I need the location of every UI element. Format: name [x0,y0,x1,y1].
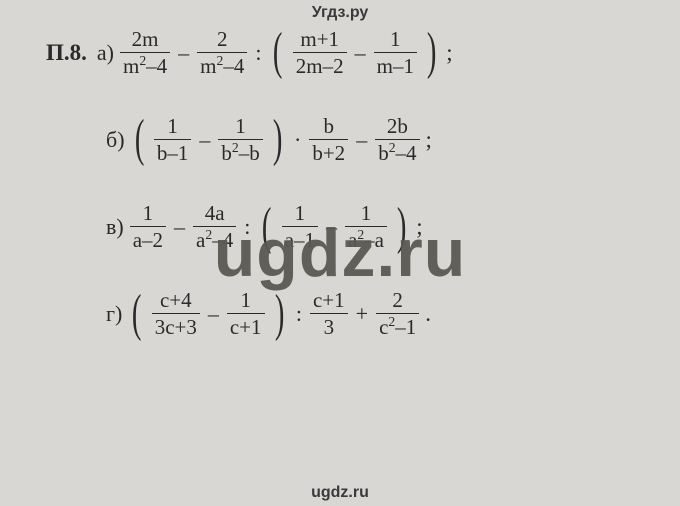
numerator: 1 [232,115,249,137]
page-content: П.8. а) 2m m2–4 – 2 m2–4 : ( m+1 [0,0,680,506]
fraction-bar [218,139,262,140]
fraction: 2 m2–4 [197,28,247,77]
problem-row-g: г) ( c+4 3c+3 – 1 c+1 ) : c+1 [46,289,634,338]
operator: – [172,216,187,238]
terminator: ; [416,215,422,238]
denominator: 3c+3 [152,316,200,338]
denominator: a–2 [130,229,166,251]
numerator: c+1 [310,289,348,311]
fraction-bar [282,226,318,227]
problem-number: П.8. [46,41,87,64]
fraction: m+1 2m–2 [293,28,347,77]
left-paren-icon: ( [132,296,142,332]
expression-v: 1 a–2 – 4a a2–4 : ( 1 a–1 – [130,202,423,251]
denominator: b2–b [218,142,262,164]
terminator: ; [426,128,432,151]
right-paren-icon: ) [427,34,437,70]
denominator: 2m–2 [293,55,347,77]
right-paren-icon: ) [397,209,407,245]
denominator: m2–4 [197,55,247,77]
numerator: 1 [292,202,309,224]
fraction: 1 a–2 [130,202,166,251]
fraction: 2 c2–1 [376,289,419,338]
fraction: c+4 3c+3 [152,289,200,338]
fraction: 1 m–1 [374,28,417,77]
fraction-bar [130,226,166,227]
numerator: 1 [140,202,157,224]
numerator: 1 [387,28,404,50]
numerator: 2 [214,28,231,50]
operator: – [206,303,221,325]
right-paren-icon: ) [274,296,284,332]
fraction: b b+2 [309,115,348,164]
operator: – [176,42,191,64]
numerator: 2 [389,289,406,311]
terminator: . [425,302,431,325]
denominator: 3 [321,316,338,338]
expression-a: 2m m2–4 – 2 m2–4 : ( m+1 2m–2 – [120,28,453,77]
denominator: m2–4 [120,55,170,77]
operator: : [253,42,263,64]
fraction-bar [293,52,347,53]
operator: – [324,216,339,238]
denominator: b+2 [309,142,348,164]
operator: – [353,42,368,64]
denominator: b–1 [154,142,192,164]
problem-row-a: П.8. а) 2m m2–4 – 2 m2–4 : ( m+1 [46,28,634,77]
denominator: a2–4 [193,229,236,251]
numerator: 1 [358,202,375,224]
numerator: 2m [129,28,162,50]
denominator: c+1 [227,316,265,338]
fraction-bar [154,139,192,140]
fraction: 2m m2–4 [120,28,170,77]
left-paren-icon: ( [134,121,144,157]
fraction: 1 a2–a [345,202,387,251]
fraction: 1 b2–b [218,115,262,164]
left-paren-icon: ( [262,209,272,245]
fraction: 1 c+1 [227,289,265,338]
subitem-label: г) [106,303,122,325]
operator: : [294,303,304,325]
denominator: a2–a [345,229,387,251]
numerator: 2b [384,115,411,137]
expression-b: ( 1 b–1 – 1 b2–b ) · b b+2 [131,115,432,164]
denominator: a–1 [282,229,318,251]
fraction: c+1 3 [310,289,348,338]
right-paren-icon: ) [273,121,283,157]
numerator: 1 [237,289,254,311]
operator: – [197,129,212,151]
fraction-bar [375,139,419,140]
numerator: c+4 [157,289,195,311]
operator: : [242,216,252,238]
subitem-label: в) [106,216,124,238]
denominator: m–1 [374,55,417,77]
left-paren-icon: ( [273,34,283,70]
numerator: 1 [164,115,181,137]
fraction-bar [374,52,417,53]
numerator: m+1 [297,28,342,50]
operator: – [354,129,369,151]
operator: · [292,129,303,151]
fraction: 1 b–1 [154,115,192,164]
subitem-label: а) [97,42,114,64]
numerator: 4a [202,202,228,224]
fraction-bar [152,313,200,314]
fraction: 1 a–1 [282,202,318,251]
fraction: 2b b2–4 [375,115,419,164]
fraction-bar [310,313,348,314]
denominator: c2–1 [376,316,419,338]
problem-row-b: б) ( 1 b–1 – 1 b2–b ) · b [46,115,634,164]
denominator: b2–4 [375,142,419,164]
subitem-label: б) [106,129,125,151]
expression-g: ( c+4 3c+3 – 1 c+1 ) : c+1 3 [128,289,431,338]
terminator: ; [446,41,452,64]
numerator: b [321,115,338,137]
fraction-bar [227,313,265,314]
problem-row-v: в) 1 a–2 – 4a a2–4 : ( 1 a–1 [46,202,634,251]
fraction-bar [309,139,348,140]
fraction: 4a a2–4 [193,202,236,251]
problem-block: П.8. а) 2m m2–4 – 2 m2–4 : ( m+1 [46,28,634,338]
operator: + [354,303,370,325]
